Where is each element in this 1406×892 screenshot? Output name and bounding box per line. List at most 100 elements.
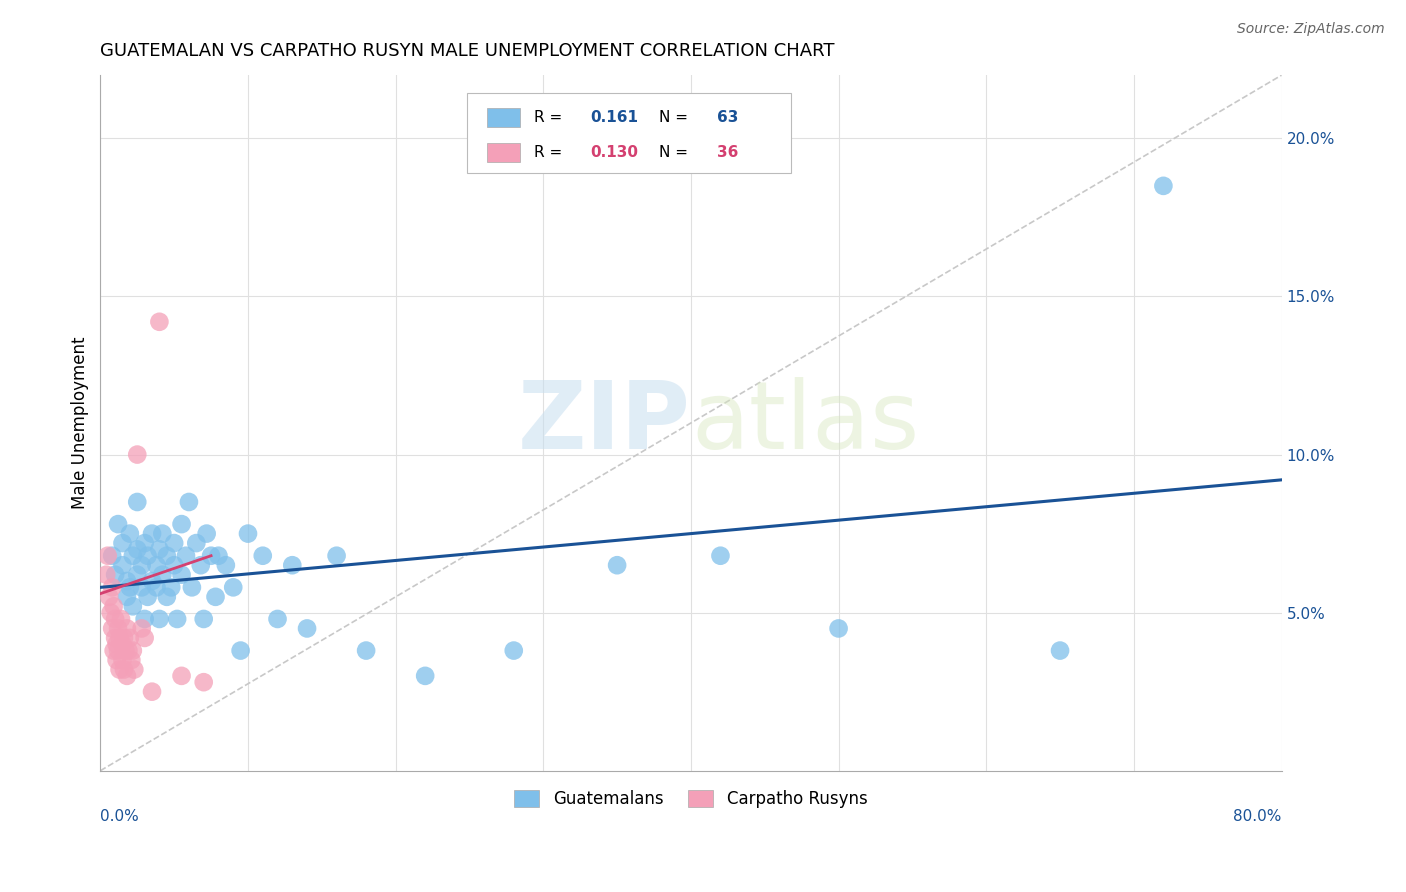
Point bbox=[120, 653, 142, 667]
Text: Source: ZipAtlas.com: Source: ZipAtlas.com bbox=[1237, 22, 1385, 37]
Point bbox=[195, 526, 218, 541]
Point bbox=[145, 580, 167, 594]
Point bbox=[166, 612, 188, 626]
Text: N =: N = bbox=[659, 145, 693, 160]
Point bbox=[118, 526, 141, 541]
Point bbox=[101, 549, 124, 563]
Point bbox=[150, 567, 173, 582]
Point bbox=[101, 622, 124, 636]
Point bbox=[115, 669, 138, 683]
Point bbox=[101, 580, 124, 594]
Point bbox=[117, 643, 139, 657]
Point bbox=[134, 612, 156, 626]
Point bbox=[111, 558, 134, 573]
Point bbox=[295, 622, 318, 636]
Point bbox=[160, 580, 183, 594]
Point bbox=[118, 631, 141, 645]
Point bbox=[180, 580, 202, 594]
Point bbox=[124, 663, 146, 677]
Point bbox=[148, 315, 170, 329]
Bar bbox=[486, 108, 520, 128]
Point bbox=[252, 549, 274, 563]
Legend: Guatemalans, Carpatho Rusyns: Guatemalans, Carpatho Rusyns bbox=[508, 783, 875, 814]
Point bbox=[114, 643, 136, 657]
Point bbox=[222, 580, 245, 594]
Point bbox=[141, 574, 163, 588]
Point bbox=[111, 653, 134, 667]
Point bbox=[115, 574, 138, 588]
Point bbox=[236, 526, 259, 541]
Point bbox=[174, 549, 197, 563]
Point bbox=[127, 495, 149, 509]
Point bbox=[354, 643, 377, 657]
Point bbox=[193, 612, 215, 626]
Text: GUATEMALAN VS CARPATHO RUSYN MALE UNEMPLOYMENT CORRELATION CHART: GUATEMALAN VS CARPATHO RUSYN MALE UNEMPL… bbox=[100, 42, 835, 60]
Point bbox=[215, 558, 238, 573]
Text: 0.0%: 0.0% bbox=[100, 809, 139, 824]
Point bbox=[281, 558, 304, 573]
Point bbox=[108, 663, 131, 677]
Point bbox=[136, 590, 159, 604]
Point bbox=[110, 612, 132, 626]
Point bbox=[177, 495, 200, 509]
Point bbox=[229, 643, 252, 657]
Point bbox=[163, 536, 186, 550]
Point bbox=[200, 549, 222, 563]
Point bbox=[207, 549, 229, 563]
Bar bbox=[486, 143, 520, 162]
Point bbox=[112, 663, 135, 677]
Point bbox=[107, 643, 129, 657]
Point bbox=[1152, 178, 1174, 193]
Point bbox=[115, 622, 138, 636]
FancyBboxPatch shape bbox=[467, 93, 792, 172]
Point bbox=[141, 684, 163, 698]
Point bbox=[115, 590, 138, 604]
Point bbox=[502, 643, 524, 657]
Point bbox=[156, 549, 179, 563]
Point bbox=[103, 599, 125, 614]
Point bbox=[127, 448, 149, 462]
Point bbox=[131, 580, 153, 594]
Point bbox=[98, 590, 121, 604]
Point bbox=[193, 675, 215, 690]
Point bbox=[190, 558, 212, 573]
Point bbox=[141, 526, 163, 541]
Point bbox=[97, 549, 120, 563]
Point bbox=[204, 590, 226, 604]
Point bbox=[150, 526, 173, 541]
Point bbox=[105, 637, 128, 651]
Point bbox=[163, 558, 186, 573]
Point bbox=[136, 549, 159, 563]
Point bbox=[186, 536, 208, 550]
Point bbox=[121, 643, 143, 657]
Point bbox=[148, 612, 170, 626]
Point bbox=[131, 622, 153, 636]
Text: N =: N = bbox=[659, 110, 693, 125]
Point bbox=[105, 653, 128, 667]
Text: 63: 63 bbox=[717, 110, 738, 125]
Point bbox=[107, 622, 129, 636]
Point bbox=[606, 558, 628, 573]
Y-axis label: Male Unemployment: Male Unemployment bbox=[72, 336, 89, 509]
Point bbox=[266, 612, 288, 626]
Text: 36: 36 bbox=[717, 145, 738, 160]
Text: ZIP: ZIP bbox=[517, 377, 690, 469]
Point bbox=[118, 580, 141, 594]
Point bbox=[148, 542, 170, 557]
Point bbox=[108, 631, 131, 645]
Point bbox=[1049, 643, 1071, 657]
Point bbox=[121, 599, 143, 614]
Point bbox=[104, 631, 127, 645]
Point bbox=[156, 590, 179, 604]
Point bbox=[104, 567, 127, 582]
Text: 0.130: 0.130 bbox=[591, 145, 638, 160]
Point bbox=[170, 517, 193, 532]
Text: 0.161: 0.161 bbox=[591, 110, 638, 125]
Point bbox=[145, 558, 167, 573]
Point bbox=[134, 631, 156, 645]
Point bbox=[127, 567, 149, 582]
Point bbox=[325, 549, 347, 563]
Point bbox=[96, 567, 118, 582]
Point bbox=[131, 558, 153, 573]
Point bbox=[709, 549, 731, 563]
